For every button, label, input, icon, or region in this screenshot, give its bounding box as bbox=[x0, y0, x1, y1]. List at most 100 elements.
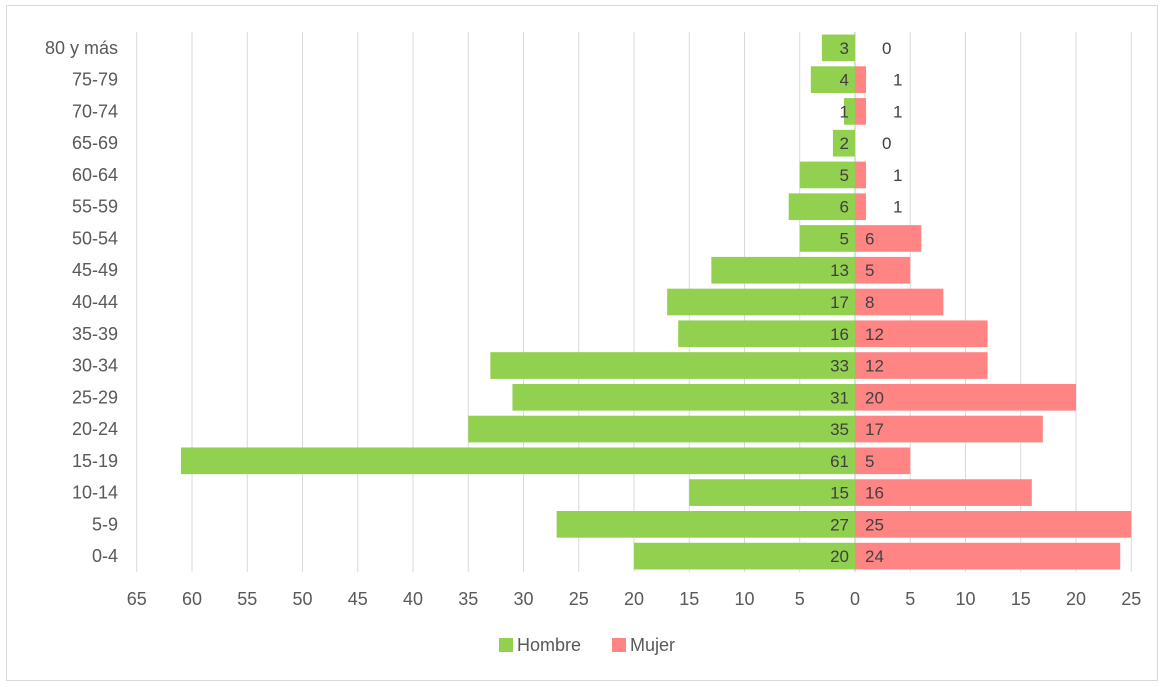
data-label-mujer: 5 bbox=[865, 261, 874, 280]
legend-swatch-hombre bbox=[499, 638, 513, 652]
category-label: 70-74 bbox=[72, 101, 118, 121]
bar-mujer bbox=[855, 320, 988, 348]
bar-mujer bbox=[855, 225, 922, 252]
data-label-hombre: 2 bbox=[840, 134, 849, 153]
data-label-mujer: 0 bbox=[882, 39, 891, 58]
category-label: 30-34 bbox=[72, 356, 118, 376]
category-label: 35-39 bbox=[72, 324, 118, 344]
category-axis: 0-4 5-9 10-14 15-19 20-24 25-29 30-34 35-39 40-4… bbox=[45, 38, 118, 566]
data-label-mujer: 24 bbox=[865, 547, 884, 566]
data-label-mujer: 16 bbox=[865, 484, 884, 503]
category-label: 45-49 bbox=[72, 260, 118, 280]
category-label: 60-64 bbox=[72, 165, 118, 185]
x-tick-label: 40 bbox=[403, 589, 423, 609]
bar-hombre bbox=[689, 479, 855, 506]
data-label-hombre: 17 bbox=[830, 293, 849, 312]
data-label-mujer: 1 bbox=[893, 166, 902, 185]
data-label-mujer: 20 bbox=[865, 388, 884, 407]
data-label-hombre: 35 bbox=[830, 420, 849, 439]
data-label-mujer: 6 bbox=[865, 229, 874, 248]
category-label: 50-54 bbox=[72, 228, 118, 248]
x-tick-label: 35 bbox=[458, 589, 478, 609]
category-label: 20-24 bbox=[72, 419, 118, 439]
x-tick-label: 10 bbox=[734, 589, 754, 609]
x-tick-label: 5 bbox=[795, 589, 805, 609]
data-label-mujer: 1 bbox=[893, 71, 902, 90]
x-tick-label: 55 bbox=[237, 589, 257, 609]
legend: Hombre Mujer bbox=[499, 635, 675, 655]
bar-mujer bbox=[855, 193, 867, 221]
bar-mujer bbox=[855, 161, 867, 189]
category-label: 0-4 bbox=[92, 546, 118, 566]
bar-mujer bbox=[855, 352, 988, 379]
bar-hombre bbox=[711, 256, 855, 284]
x-tick-label: 0 bbox=[850, 589, 860, 609]
bars bbox=[180, 34, 1132, 570]
x-tick-label: 5 bbox=[905, 589, 915, 609]
data-label-hombre: 27 bbox=[830, 515, 849, 534]
bar-mujer bbox=[855, 542, 1121, 570]
value-axis: 65 60 55 50 45 40 35 30 25 20 15 10 5 0 5 10 15 20 25 bbox=[127, 589, 1142, 609]
bar-hombre bbox=[832, 129, 855, 157]
data-label-hombre: 33 bbox=[830, 357, 849, 376]
data-label-mujer: 0 bbox=[882, 134, 891, 153]
bar-hombre bbox=[180, 447, 855, 475]
bar-mujer bbox=[855, 479, 1032, 506]
data-label-mujer: 25 bbox=[865, 515, 884, 534]
data-label-hombre: 15 bbox=[830, 484, 849, 503]
bar-mujer bbox=[855, 415, 1043, 443]
x-tick-label: 25 bbox=[1121, 589, 1141, 609]
category-label: 25-29 bbox=[72, 387, 118, 407]
data-label-mujer: 12 bbox=[865, 357, 884, 376]
bar-hombre bbox=[512, 383, 855, 411]
x-tick-label: 25 bbox=[569, 589, 589, 609]
bar-mujer bbox=[855, 98, 867, 125]
x-tick-label: 60 bbox=[182, 589, 202, 609]
category-label: 80 y más bbox=[45, 38, 118, 58]
bar-mujer bbox=[855, 288, 944, 316]
data-label-mujer: 5 bbox=[865, 452, 874, 471]
bar-hombre bbox=[799, 161, 855, 189]
x-tick-label: 10 bbox=[955, 589, 975, 609]
bar-mujer bbox=[855, 256, 911, 284]
data-label-mujer: 12 bbox=[865, 325, 884, 344]
x-tick-label: 50 bbox=[292, 589, 312, 609]
legend-label-mujer: Mujer bbox=[630, 635, 675, 655]
data-label-hombre: 16 bbox=[830, 325, 849, 344]
data-label-mujer: 17 bbox=[865, 420, 884, 439]
legend-swatch-mujer bbox=[612, 638, 626, 652]
bar-mujer bbox=[855, 383, 1076, 411]
bar-mujer bbox=[855, 447, 911, 475]
x-tick-label: 15 bbox=[1011, 589, 1031, 609]
data-label-hombre: 4 bbox=[840, 71, 849, 90]
data-label-hombre: 5 bbox=[840, 229, 849, 248]
category-label: 65-69 bbox=[72, 133, 118, 153]
data-label-hombre: 3 bbox=[840, 39, 849, 58]
bar-hombre bbox=[810, 66, 855, 93]
x-tick-label: 15 bbox=[679, 589, 699, 609]
bar-hombre bbox=[678, 320, 855, 348]
data-label-hombre: 6 bbox=[840, 198, 849, 217]
legend-label-hombre: Hombre bbox=[517, 635, 581, 655]
category-label: 5-9 bbox=[92, 514, 118, 534]
data-label-hombre: 13 bbox=[830, 261, 849, 280]
data-label-hombre: 31 bbox=[830, 388, 849, 407]
bar-hombre bbox=[667, 288, 855, 316]
bar-hombre bbox=[634, 542, 855, 570]
data-label-hombre: 61 bbox=[830, 452, 849, 471]
data-label-mujer: 1 bbox=[893, 198, 902, 217]
data-label-mujer: 8 bbox=[865, 293, 874, 312]
bar-hombre bbox=[821, 34, 855, 62]
bar-hombre bbox=[788, 193, 855, 221]
bar-hombre bbox=[468, 415, 855, 443]
bar-hombre bbox=[799, 225, 855, 252]
category-label: 40-44 bbox=[72, 292, 118, 312]
data-label-hombre: 20 bbox=[830, 547, 849, 566]
data-label-hombre: 1 bbox=[840, 102, 849, 121]
x-tick-label: 65 bbox=[127, 589, 147, 609]
bar-mujer bbox=[855, 66, 867, 93]
category-label: 10-14 bbox=[72, 483, 118, 503]
data-label-hombre: 5 bbox=[840, 166, 849, 185]
x-tick-label: 30 bbox=[513, 589, 533, 609]
